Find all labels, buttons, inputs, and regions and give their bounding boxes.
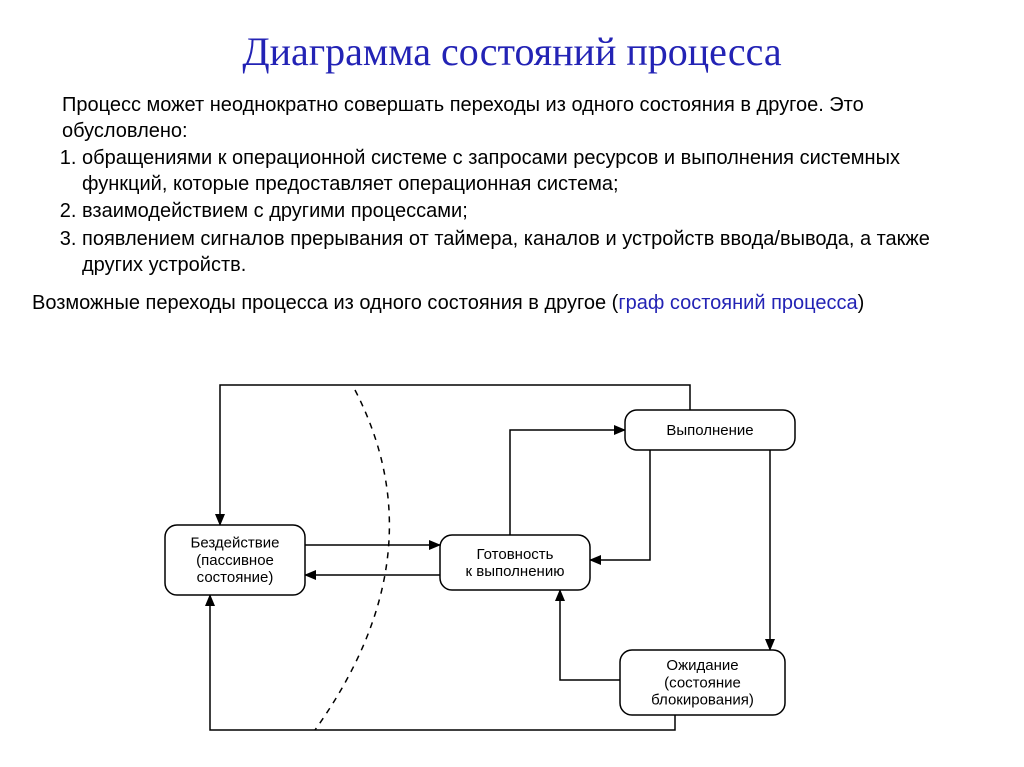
node-wait-label-2: блокирования)	[651, 692, 754, 709]
node-ready-label-0: Готовность	[477, 546, 554, 563]
node-wait: Ожидание(состояниеблокирования)	[620, 650, 785, 715]
edge-run-idle	[220, 385, 690, 525]
subtitle-prefix: Возможные переходы процесса из одного со…	[32, 292, 618, 314]
node-idle: Бездействие(пассивноесостояние)	[165, 525, 305, 595]
node-ready: Готовностьк выполнению	[440, 535, 590, 590]
intro-item-1: обращениями к операционной системе с зап…	[82, 146, 986, 197]
edge-wait-idle	[210, 595, 675, 730]
intro-block: Процесс может неоднократно совершать пер…	[38, 93, 986, 278]
intro-lead: Процесс может неоднократно совершать пер…	[38, 93, 986, 144]
node-idle-label-0: Бездействие	[191, 535, 280, 552]
edge-ready-run	[510, 430, 625, 535]
subtitle-suffix: )	[858, 292, 865, 314]
subtitle-link: граф состояний процесса	[618, 292, 857, 314]
node-idle-label-1: (пассивное	[196, 552, 274, 569]
boundary-arc	[315, 390, 389, 730]
state-diagram: Бездействие(пассивноесостояние) Готовност…	[130, 370, 890, 740]
edge-wait-ready	[560, 590, 620, 680]
intro-item-2: взаимодействием с другими процессами;	[82, 199, 986, 225]
node-wait-label-0: Ожидание	[666, 657, 738, 674]
node-run: Выполнение	[625, 410, 795, 450]
intro-item-3: появлением сигналов прерывания от таймер…	[82, 227, 986, 278]
node-wait-label-1: (состояние	[664, 674, 741, 691]
node-run-label-0: Выполнение	[666, 422, 753, 439]
edge-run-ready	[590, 450, 650, 560]
page-title: Диаграмма состояний процесса	[28, 28, 996, 75]
node-idle-label-2: состояние)	[197, 569, 274, 586]
node-ready-label-1: к выполнению	[466, 563, 565, 580]
intro-list: обращениями к операционной системе с зап…	[38, 146, 986, 278]
subtitle: Возможные переходы процесса из одного со…	[32, 292, 992, 315]
